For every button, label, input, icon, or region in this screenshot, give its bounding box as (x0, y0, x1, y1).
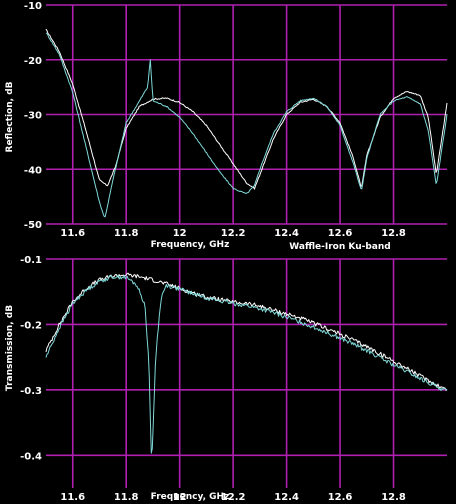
transmission-xtick-label-1: 11.8 (114, 492, 139, 503)
transmission-tick-labels: 11.6 11.8 12 12.2 12.4 12.6 12.8 -0.1 -0.2 -0.3 -0… (20, 255, 406, 503)
reflection-series (45, 28, 448, 218)
transmission-chart: 11.6 11.8 12 12.2 12.4 12.6 12.8 -0.1 -0.2 -0.3 -0… (5, 255, 448, 503)
reflection-tick-labels: 11.6 11.8 12 12.2 12.4 12.6 12.8 -10 -20 -30 -40 -5… (24, 1, 406, 239)
transmission-xtick-label-6: 12.8 (381, 492, 406, 503)
reflection-ytick-label-2: -30 (24, 111, 42, 122)
transmission-grid (46, 258, 447, 488)
transmission-ytick-label-0: -0.1 (20, 255, 42, 266)
reflection-ytick-label-3: -40 (24, 165, 42, 176)
reflection-xtick-label-6: 12.8 (381, 228, 406, 239)
transmission-y-axis-label: Transmission, dB (5, 305, 15, 391)
reflection-series-1 (45, 32, 448, 218)
transmission-ytick-label-3: -0.4 (20, 451, 42, 462)
reflection-x-axis-label: Frequency, GHz (151, 240, 230, 250)
transmission-series (45, 272, 448, 454)
transmission-ytick-label-2: -0.3 (20, 386, 42, 397)
reflection-ytick-label-0: -10 (24, 1, 42, 12)
reflection-ytick-label-1: -20 (24, 56, 42, 67)
reflection-series-0 (45, 28, 448, 190)
reflection-xtick-label-0: 11.6 (60, 228, 85, 239)
transmission-xtick-label-4: 12.4 (274, 492, 299, 503)
reflection-ytick-label-4: -50 (24, 220, 42, 231)
reflection-xtick-label-3: 12.2 (221, 228, 246, 239)
reflection-chart: 11.6 11.8 12 12.2 12.4 12.6 12.8 -10 -20 -30 -40 -5… (5, 1, 448, 252)
transmission-xtick-label-5: 12.6 (328, 492, 353, 503)
transmission-ytick-label-1: -0.2 (20, 320, 42, 331)
transmission-series-1 (45, 274, 448, 454)
reflection-xtick-label-2: 12 (173, 228, 187, 239)
reflection-xtick-label-1: 11.8 (114, 228, 139, 239)
transmission-xtick-label-3: 12.2 (221, 492, 246, 503)
reflection-annotation: Waffle-Iron Ku-band (289, 242, 390, 252)
reflection-y-axis-label: Reflection, dB (5, 81, 15, 152)
transmission-xtick-label-0: 11.6 (60, 492, 85, 503)
reflection-xtick-label-5: 12.6 (328, 228, 353, 239)
transmission-series-0 (45, 272, 448, 391)
reflection-xtick-label-4: 12.4 (274, 228, 299, 239)
transmission-xtick-label-2: 12 (173, 492, 187, 503)
transmission-x-axis-label: Frequency, GHz (151, 492, 230, 502)
